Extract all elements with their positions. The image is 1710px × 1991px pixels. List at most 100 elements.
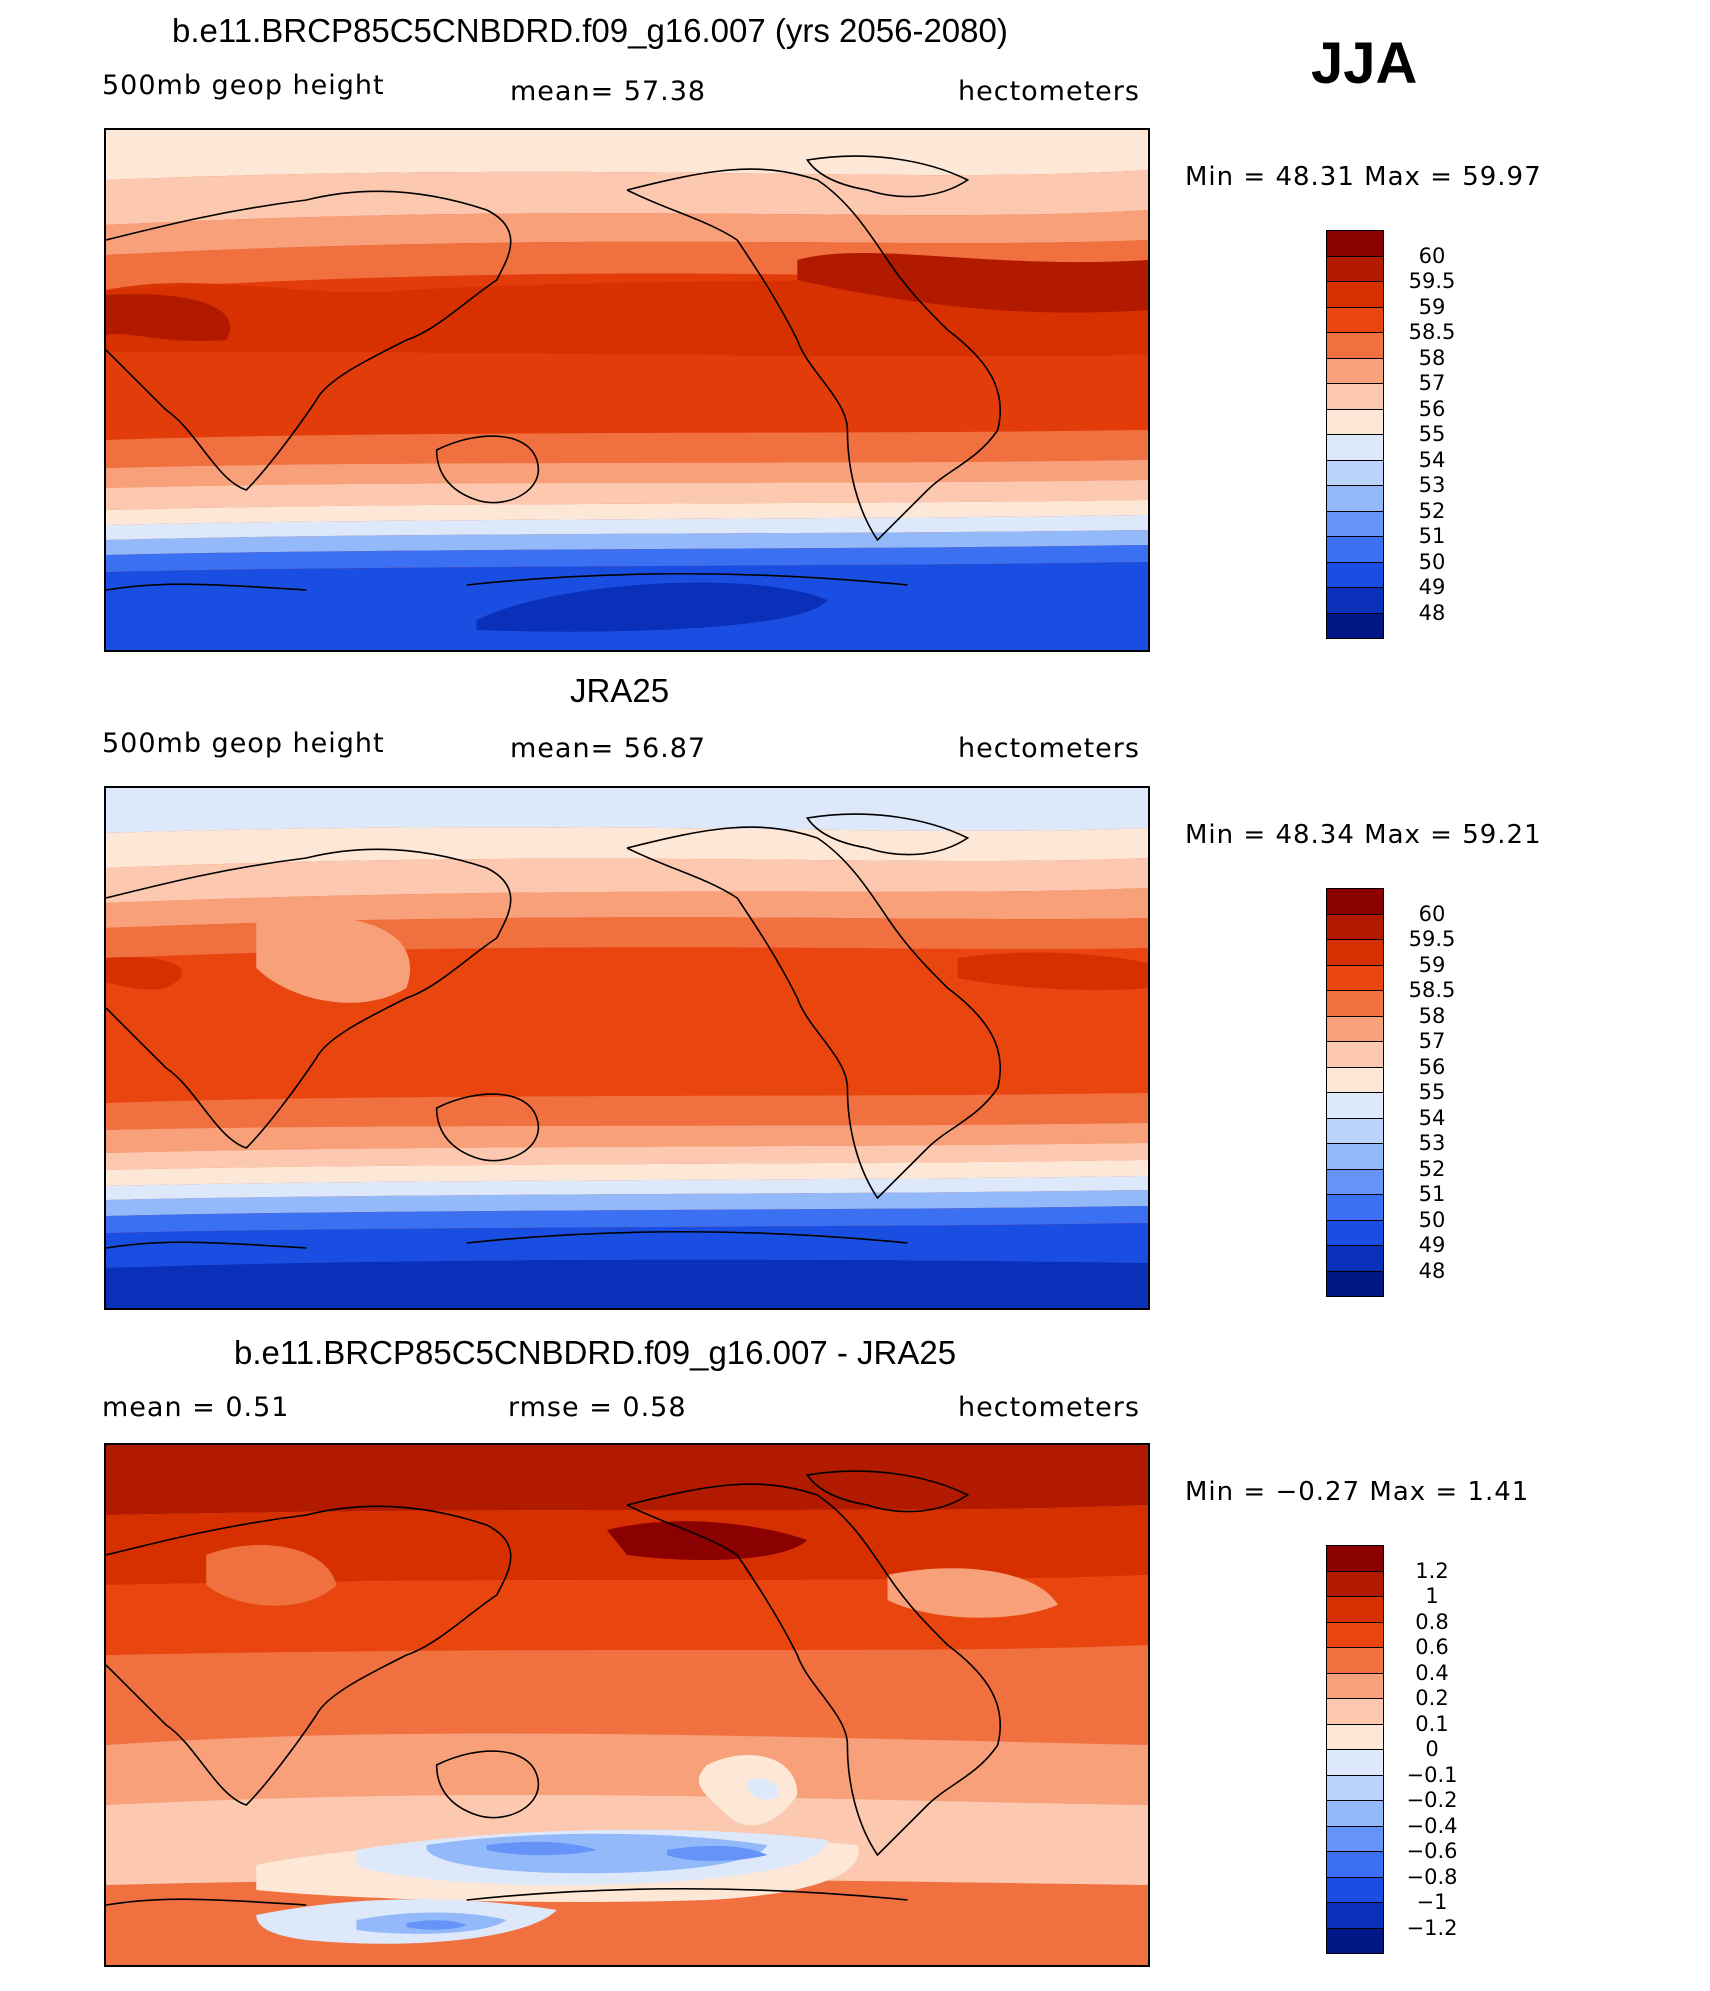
colorbar-label: 1.2 xyxy=(1415,1558,1449,1583)
colorbar-swatch xyxy=(1326,383,1384,410)
panel-3-colorbar: 1.2 1 0.8 0.6 0.4 0.2 0.1 0 −0.1 −0.2 −0.4 −0.6 −0.8… xyxy=(1326,1545,1458,1954)
colorbar-label: 50 xyxy=(1418,549,1446,574)
colorbar-swatch xyxy=(1326,1015,1384,1042)
contour-band xyxy=(476,582,828,632)
coastlines xyxy=(106,1470,1002,1906)
panel-2-variable-label: 500mb geop height xyxy=(102,728,385,759)
contour-band xyxy=(106,1445,1148,1515)
contour-band xyxy=(106,500,1148,525)
colorbar-swatch xyxy=(1326,1698,1384,1725)
colorbar-swatch xyxy=(1326,1168,1384,1195)
colorbar-label: 55 xyxy=(1418,422,1446,446)
colorbar-swatch xyxy=(1326,939,1384,966)
colorbar-swatch xyxy=(1326,1194,1384,1221)
panel-2-colorbar: 60 59.5 59 58.5 58 57 56 55 54 53 52 51 50 49 48 xyxy=(1326,888,1455,1297)
colorbar-label: 0.6 xyxy=(1415,1635,1449,1659)
colorbar-label: 0.1 xyxy=(1415,1711,1449,1736)
colorbar-swatch xyxy=(1326,332,1384,359)
colorbar-swatch xyxy=(1326,1066,1384,1093)
colorbar-swatch xyxy=(1326,1723,1384,1750)
colorbar-swatch xyxy=(1326,255,1384,282)
colorbar-swatch xyxy=(1326,1902,1384,1929)
colorbar-label: 59.5 xyxy=(1408,927,1456,951)
colorbar-label: −0.1 xyxy=(1406,1762,1458,1787)
colorbar-swatch xyxy=(1326,357,1384,384)
contour-band xyxy=(106,1206,1148,1233)
colorbar-label: 58 xyxy=(1418,1003,1446,1028)
colorbar-swatch xyxy=(1326,1545,1384,1572)
colorbar-label: 58.5 xyxy=(1408,978,1456,1002)
colorbar-label: 60 xyxy=(1418,243,1446,268)
colorbar-swatch xyxy=(1326,1092,1384,1119)
colorbar-label: 56 xyxy=(1418,1054,1446,1079)
colorbar-label: 58.5 xyxy=(1408,320,1456,344)
panel-3-rmse-label: rmse = 0.58 xyxy=(508,1392,687,1423)
colorbar-label: 0.4 xyxy=(1415,1660,1449,1685)
colorbar-label: −1.2 xyxy=(1406,1915,1458,1940)
colorbar-swatch xyxy=(1326,1876,1384,1903)
panel-2-units-label: hectometers xyxy=(958,733,1140,764)
contour-band xyxy=(106,1176,1148,1200)
colorbar-label: 60 xyxy=(1418,901,1446,926)
contour-band xyxy=(106,957,183,990)
contour-band xyxy=(106,530,1148,555)
contour-band xyxy=(206,1545,337,1606)
colorbar-label: 54 xyxy=(1418,1105,1446,1130)
coastlines xyxy=(106,813,1002,1249)
contour-band xyxy=(667,1845,768,1861)
colorbar-label: 53 xyxy=(1418,1131,1446,1155)
colorbar-label: −0.8 xyxy=(1406,1864,1458,1889)
contour-band xyxy=(106,130,1148,180)
colorbar-label: 48 xyxy=(1418,1258,1446,1283)
panel-1-map xyxy=(104,128,1150,652)
colorbar-swatch xyxy=(1326,1245,1384,1272)
contour-band xyxy=(106,1093,1148,1130)
contour-band xyxy=(957,952,1148,990)
colorbar-label: −1 xyxy=(1416,1890,1448,1914)
colorbar-label: 59 xyxy=(1418,294,1446,319)
colorbar-swatch xyxy=(1326,1647,1384,1674)
colorbar-swatch xyxy=(1326,408,1384,435)
panel-3-map xyxy=(104,1443,1150,1967)
panel-2-minmax: Min = 48.34 Max = 59.21 xyxy=(1185,820,1542,850)
contour-band xyxy=(256,915,411,1003)
colorbar-swatch xyxy=(1326,281,1384,308)
contour-band xyxy=(106,788,1148,833)
contour-band xyxy=(106,1733,1148,1805)
contour-band xyxy=(106,545,1148,572)
coastlines xyxy=(106,155,1002,591)
colorbar-swatch xyxy=(1326,612,1384,639)
colorbar-swatch xyxy=(1326,1596,1384,1623)
contour-band xyxy=(106,430,1148,468)
panel-3-title: b.e11.BRCP85C5CNBDRD.f09_g16.007 - JRA25 xyxy=(234,1334,957,1371)
colorbar-swatch xyxy=(1326,536,1384,563)
panel-1-colorbar: 60 59.5 59 58.5 58 57 56 55 54 53 52 51 50 49 48 xyxy=(1326,230,1455,639)
panel-1-minmax: Min = 48.31 Max = 59.97 xyxy=(1185,162,1542,192)
panel-2-map xyxy=(104,786,1150,1310)
contour-band xyxy=(106,280,1148,357)
colorbar-swatch xyxy=(1326,888,1384,915)
colorbar-swatch xyxy=(1326,1143,1384,1170)
contour-band xyxy=(797,252,1148,313)
colorbar-label: −0.6 xyxy=(1406,1839,1458,1863)
panel-2-mean-label: mean= 56.87 xyxy=(510,733,707,764)
contour-band xyxy=(106,294,231,342)
colorbar-swatch xyxy=(1326,587,1384,614)
panel-1-variable-label: 500mb geop height xyxy=(102,70,385,101)
contour-band xyxy=(106,170,1148,225)
colorbar-label: 51 xyxy=(1418,1182,1446,1206)
colorbar-swatch xyxy=(1326,1621,1384,1648)
panel-1-units-label: hectometers xyxy=(958,76,1140,107)
colorbar-swatch xyxy=(1326,1270,1384,1297)
panel-3-units-label: hectometers xyxy=(958,1392,1140,1423)
colorbar-label: 59 xyxy=(1418,952,1446,977)
colorbar-label: 56 xyxy=(1418,396,1446,421)
contour-band xyxy=(106,1123,1148,1153)
season-label: JJA xyxy=(1311,31,1418,96)
contour-band xyxy=(698,1755,798,1826)
colorbar-swatch xyxy=(1326,561,1384,588)
colorbar-swatch xyxy=(1326,964,1384,991)
colorbar-swatch xyxy=(1326,459,1384,486)
colorbar-label: 59.5 xyxy=(1408,269,1456,293)
colorbar-swatch xyxy=(1326,306,1384,333)
